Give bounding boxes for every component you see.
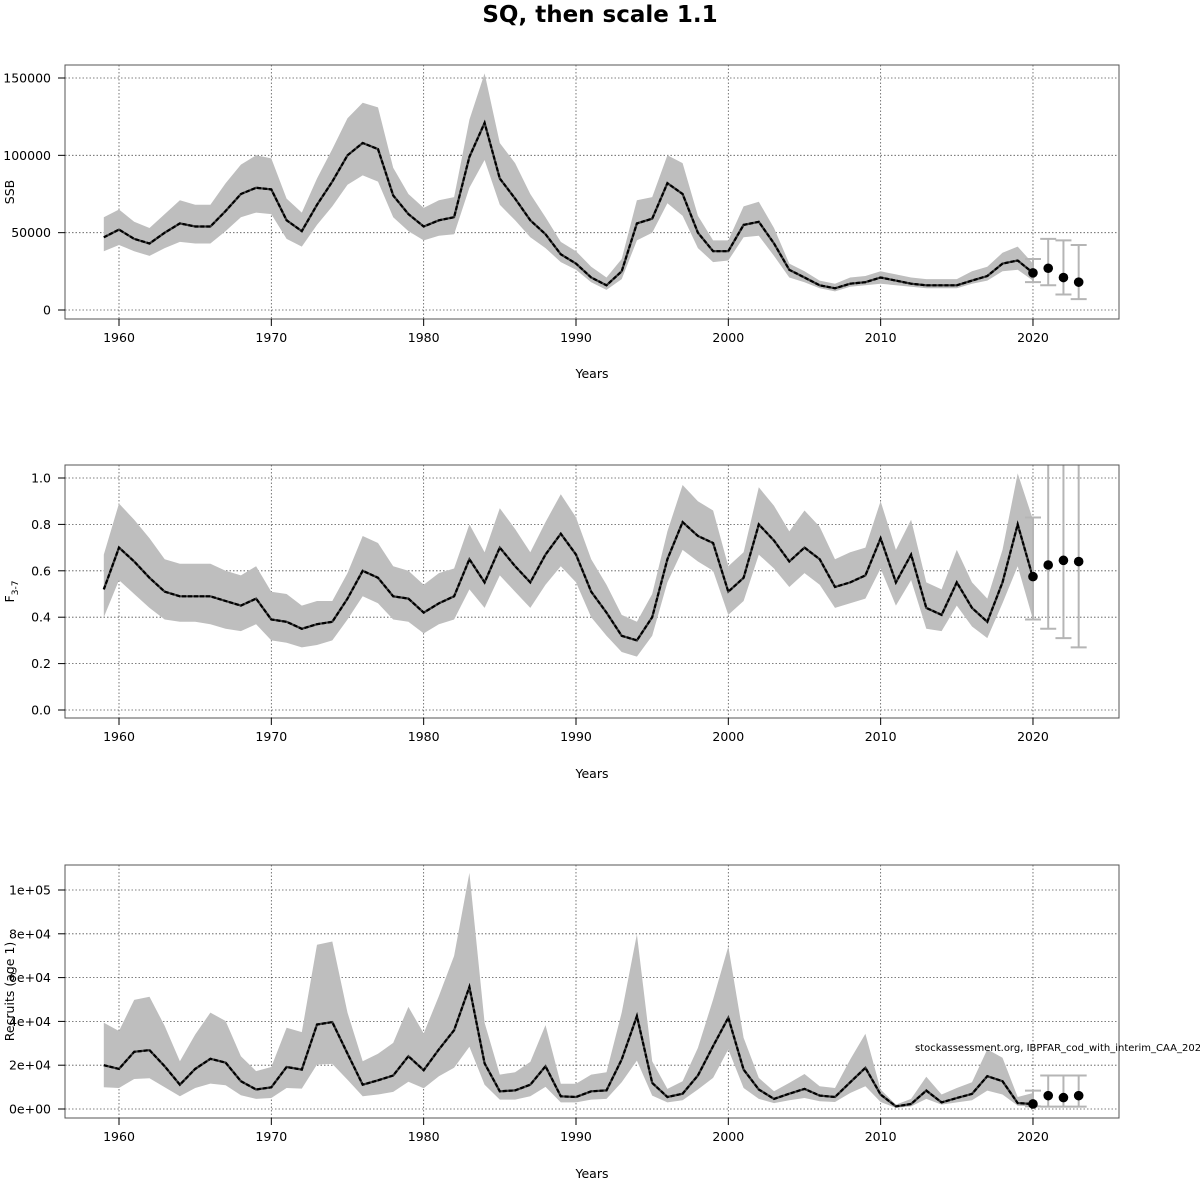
x-tick-label: 1970: [255, 1129, 287, 1144]
estimate-line-dashes: [102, 520, 1035, 642]
recruits-panel: 1960 1970 1980 1990 2000 2010 2020 0e+00 2e+04 4e…: [2, 864, 1120, 1181]
x-axis-label: Years: [575, 366, 609, 381]
y-tick-label: 1e+05: [9, 883, 51, 898]
x-tick-label: 1990: [560, 1129, 592, 1144]
y-tick-label: 0.4: [31, 610, 51, 625]
y-tick-label: 1.0: [31, 471, 51, 486]
x-tick-label: 2010: [865, 330, 897, 345]
forecast-errorbar: [1024, 516, 1041, 621]
watermark: stockassessment.org, IBPFAR_cod_with_int…: [915, 1043, 1200, 1054]
forecast-point: [1058, 1092, 1069, 1103]
x-tick-label: 1980: [408, 330, 440, 345]
forecast-errorbar: [1070, 465, 1087, 649]
confidence-band: [103, 872, 1034, 1108]
plot-box: [64, 864, 1120, 1119]
forecast-point: [1073, 556, 1084, 567]
y-tick-label: 0e+00: [9, 1102, 51, 1117]
forecast-point: [1028, 571, 1038, 582]
fishing-mortality-panel: 1960 1970 1980 1990 2000 2010 2020 0.0 0.2 0.4 0.6…: [2, 464, 1120, 781]
x-tick-label: 1970: [255, 729, 287, 744]
y-tick-label: 4e+04: [9, 1014, 51, 1029]
x-tick-label: 2010: [865, 1129, 897, 1144]
y-axis-label: SSB: [2, 180, 17, 204]
estimate-line-dashes: [103, 982, 1034, 1108]
forecast-point: [1043, 560, 1054, 570]
y-tick-label: 0.2: [31, 656, 51, 671]
y-axis-label-subscript: 3-7: [11, 581, 21, 596]
x-tick-label: 1960: [103, 1129, 135, 1144]
x-tick-label: 1960: [103, 330, 135, 345]
x-tick-label: 1980: [408, 1129, 440, 1144]
estimate-line-dashes: [103, 119, 1034, 290]
forecast-errorbar: [1070, 244, 1087, 301]
forecast-point: [1058, 272, 1069, 283]
y-axis-label-main: Recruits (age 1): [2, 942, 17, 1042]
x-tick-label: 2000: [712, 330, 744, 345]
confidence-band: [103, 73, 1034, 292]
forecast-point: [1028, 268, 1038, 278]
y-tick-label: 50000: [11, 225, 51, 240]
forecast-point: [1073, 277, 1084, 287]
forecast-point: [1058, 555, 1069, 566]
y-tick-label: 0.6: [31, 563, 51, 578]
y-tick-label: 0: [43, 303, 51, 318]
y-tick-label: 8e+04: [9, 926, 51, 941]
forecast-errorbar: [1055, 239, 1072, 296]
y-tick-label: 150000: [3, 71, 51, 86]
y-tick-label: 100000: [3, 148, 51, 163]
x-tick-label: 2000: [712, 1129, 744, 1144]
forecast-errorbar: [1055, 465, 1072, 640]
x-tick-label: 1960: [103, 729, 135, 744]
x-axis-label: Years: [575, 766, 609, 781]
chart-title: SQ, then scale 1.1: [482, 2, 718, 28]
y-tick-label: 0.8: [31, 517, 51, 532]
y-tick-label: 2e+04: [9, 1058, 51, 1073]
y-axis-label: Recruits (age 1): [2, 942, 17, 1042]
x-tick-label: 1990: [560, 729, 592, 744]
forecast-errorbar: [1040, 465, 1057, 630]
y-tick-label: 0.0: [31, 703, 51, 718]
x-tick-label: 2020: [1017, 729, 1049, 744]
x-axis-label: Years: [575, 1166, 609, 1181]
y-axis-label-main: SSB: [2, 180, 17, 204]
x-tick-label: 2020: [1017, 1129, 1049, 1144]
x-tick-label: 1980: [408, 729, 440, 744]
forecast-point: [1073, 1090, 1084, 1101]
forecast-point: [1043, 263, 1054, 274]
x-tick-label: 1990: [560, 330, 592, 345]
forecast-errorbar: [1040, 237, 1057, 287]
y-axis-label-main: F: [2, 595, 17, 602]
y-axis-label: F3-7: [2, 581, 21, 603]
forecast-point: [1028, 1099, 1038, 1109]
ssb-panel: 1960 1970 1980 1990 2000 2010 2020 0 50000 100000…: [2, 64, 1120, 381]
x-tick-label: 2010: [865, 729, 897, 744]
x-tick-label: 2020: [1017, 330, 1049, 345]
x-tick-label: 1970: [255, 330, 287, 345]
confidence-band: [103, 473, 1034, 657]
y-tick-label: 6e+04: [9, 970, 51, 985]
plot-box: [64, 464, 1120, 719]
x-tick-label: 2000: [712, 729, 744, 744]
plot-box: [64, 64, 1120, 320]
forecast-point: [1043, 1090, 1054, 1101]
